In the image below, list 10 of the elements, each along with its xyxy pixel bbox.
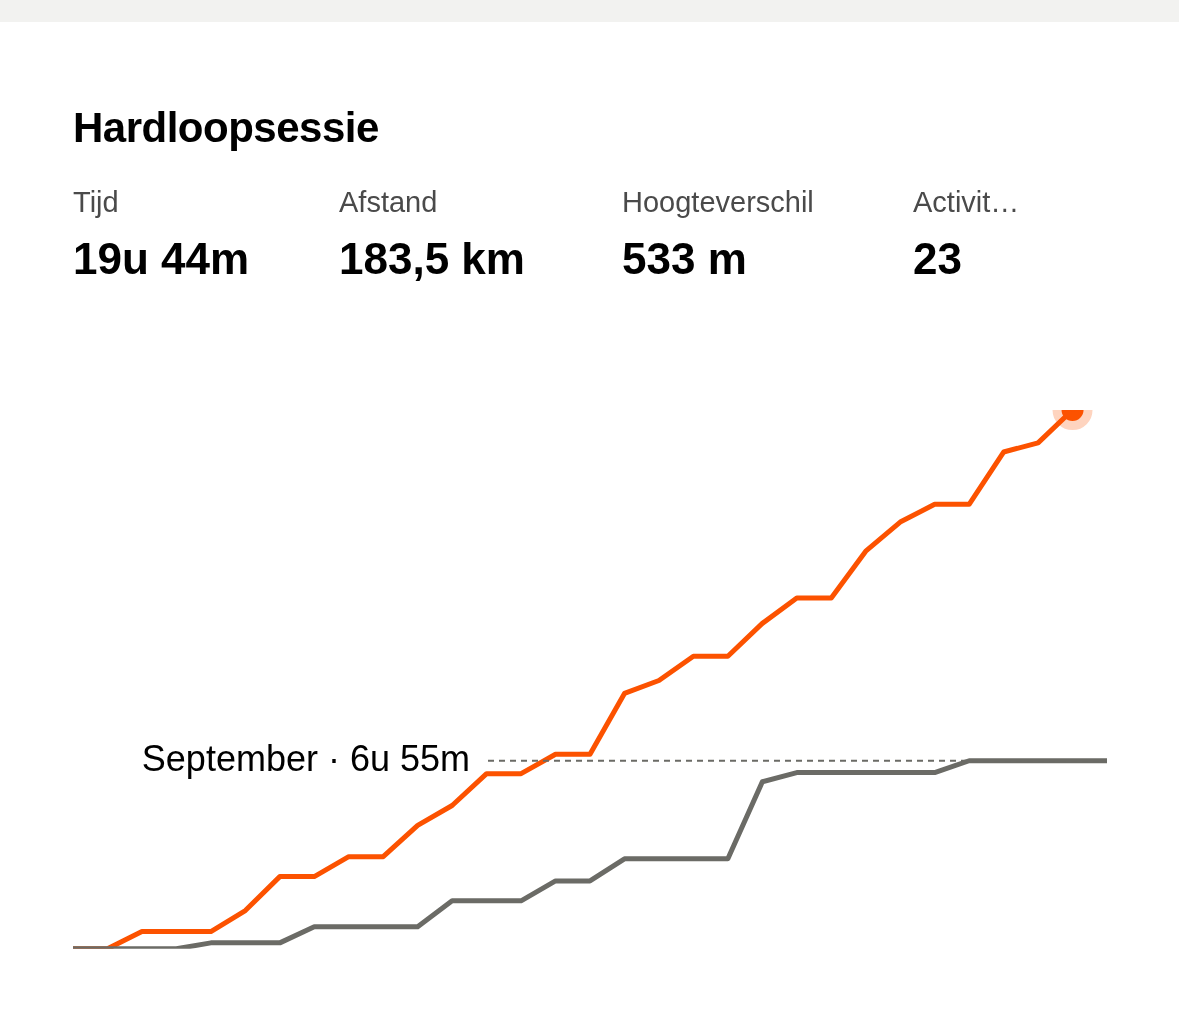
text: Activit… [913, 185, 1021, 220]
chart-title: Hardloopsessie [73, 104, 379, 152]
text: Hoogteverschil [622, 185, 815, 220]
text: 183,5 km [339, 234, 526, 284]
text: 23 [913, 234, 963, 284]
text: 19u 44m [73, 234, 251, 284]
text: Afstand [339, 185, 439, 220]
text: Tijd [73, 185, 120, 220]
ref-line-label: September · 6u 55m [141, 737, 470, 779]
text: 533 m [622, 234, 748, 284]
